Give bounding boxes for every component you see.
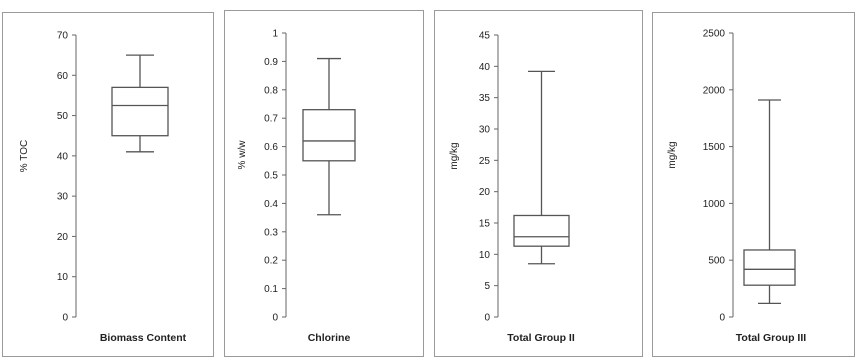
total-group-ii-y-tick-label: 5 <box>484 281 490 292</box>
total-group-ii-y-tick-label: 20 <box>479 187 491 198</box>
total-group-iii-iqr-box <box>743 249 796 286</box>
biomass-content-boxplot: 0 10 20 30 40 50 60 70 % TOC Biomass Content <box>19 31 187 345</box>
total-group-ii-y-tick-label: 0 <box>484 313 490 324</box>
total-group-iii-y-tick-label: 500 <box>708 256 725 267</box>
total-group-ii-y-tick-label: 15 <box>479 219 491 230</box>
total-group-ii-y-tick-label: 45 <box>479 31 491 42</box>
chlorine-y-tick-label: 0.4 <box>264 199 278 210</box>
chlorine-y-axis-label: % w/w <box>237 140 248 170</box>
total-group-ii-x-axis-label: Total Group II <box>507 332 575 344</box>
biomass-content-y-tick-label: 30 <box>57 192 69 203</box>
biomass-content-y-tick-label: 0 <box>62 313 68 324</box>
total-group-ii-y-tick-label: 10 <box>479 250 491 261</box>
total-group-ii-y-tick-label: 40 <box>479 62 491 73</box>
total-group-ii-iqr-box <box>513 214 570 247</box>
chlorine-y-tick-label: 0.7 <box>264 114 278 125</box>
chlorine-x-axis-label: Chlorine <box>308 332 351 344</box>
biomass-content-panel: 0 10 20 30 40 50 60 70 % TOC Biomass Content <box>2 12 214 357</box>
chlorine-y-tick-label: 0.3 <box>264 227 278 238</box>
total-group-ii-y-tick-label: 30 <box>479 125 491 136</box>
biomass-content-y-tick-label: 70 <box>57 31 69 42</box>
total-group-ii-y-tick-label: 35 <box>479 93 491 104</box>
biomass-content-x-axis-label: Biomass Content <box>100 332 187 344</box>
total-group-ii-boxplot: 0 5 10 15 20 25 30 35 40 45 mg/kg Total Group II <box>449 31 575 345</box>
biomass-content-y-tick-label: 40 <box>57 151 69 162</box>
total-group-ii-panel: 0 5 10 15 20 25 30 35 40 45 mg/kg Total Group II <box>434 10 643 357</box>
total-group-iii-y-tick-label: 2000 <box>703 85 726 96</box>
biomass-content-y-tick-label: 10 <box>57 272 69 283</box>
total-group-iii-y-tick-label: 1000 <box>703 199 726 210</box>
chlorine-iqr-box <box>302 109 356 162</box>
chlorine-y-tick-label: 0.6 <box>264 142 278 153</box>
chlorine-y-tick-label: 1 <box>272 29 278 40</box>
chlorine-y-tick-label: 0.2 <box>264 256 278 267</box>
total-group-iii-y-tick-label: 1500 <box>703 142 726 153</box>
total-group-iii-y-tick-label: 0 <box>719 313 725 324</box>
chlorine-y-tick-label: 0.5 <box>264 171 278 182</box>
total-group-ii-y-axis-label: mg/kg <box>449 142 460 169</box>
chlorine-y-tick-label: 0.8 <box>264 85 278 96</box>
total-group-iii-panel: 0 500 1000 1500 2000 2500 mg/kg Total Group III <box>652 12 855 357</box>
total-group-iii-y-tick-label: 2500 <box>703 29 726 40</box>
total-group-iii-y-axis-label: mg/kg <box>667 141 678 168</box>
chlorine-boxplot: 0 0.1 0.2 0.3 0.4 0.5 0.6 0.7 0.8 0.9 1 % w/w Chlori… <box>237 29 356 344</box>
chlorine-y-tick-label: 0.1 <box>264 284 278 295</box>
biomass-content-y-tick-label: 20 <box>57 232 69 243</box>
total-group-ii-y-tick-label: 25 <box>479 156 491 167</box>
chlorine-y-tick-label: 0.9 <box>264 57 278 68</box>
chlorine-y-tick-label: 0 <box>272 313 278 324</box>
biomass-content-y-tick-label: 50 <box>57 111 69 122</box>
biomass-content-y-axis-label: % TOC <box>19 140 30 172</box>
biomass-content-y-tick-label: 60 <box>57 71 69 82</box>
total-group-iii-boxplot: 0 500 1000 1500 2000 2500 mg/kg Total Group III <box>667 29 806 345</box>
biomass-content-iqr-box <box>111 86 169 137</box>
chlorine-panel: 0 0.1 0.2 0.3 0.4 0.5 0.6 0.7 0.8 0.9 1 % w/w Chlori… <box>224 10 424 357</box>
total-group-iii-x-axis-label: Total Group III <box>736 332 806 344</box>
